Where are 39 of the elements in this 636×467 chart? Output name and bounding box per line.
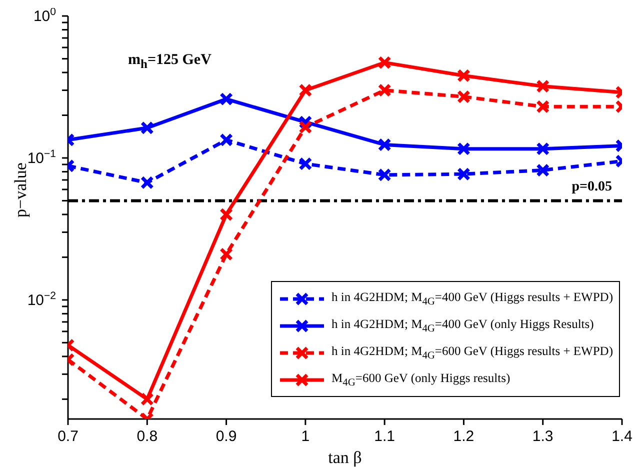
x-tick-label: 1.4 — [612, 428, 632, 445]
legend-label: h in 4G2HDM; M$_{4G}$=400 GeV (Higgs results + EWPD) — [332, 290, 613, 308]
point — [378, 56, 392, 70]
point — [140, 176, 154, 190]
point — [456, 142, 470, 156]
x-tick-label: 1.1 — [374, 428, 395, 445]
x-tick-label: 0.8 — [136, 428, 158, 445]
legend-label: M$_{4G}$=600 GeV (only Higgs results) — [332, 370, 510, 388]
point — [456, 167, 470, 181]
point — [536, 100, 550, 114]
annotation: m$_{h}$=125 GeV — [128, 52, 212, 72]
point — [456, 68, 470, 82]
point — [298, 83, 312, 97]
point — [536, 163, 550, 177]
point — [220, 208, 234, 222]
point — [456, 90, 470, 104]
point — [378, 138, 392, 152]
point — [298, 157, 312, 171]
x-tick-label: 0.7 — [58, 428, 78, 445]
point — [378, 168, 392, 182]
point — [140, 392, 154, 406]
x-tick-label: 1 — [301, 428, 310, 445]
point — [378, 83, 392, 97]
y-tick-label: 10$^{0}$ — [33, 6, 56, 25]
legend-label: h in 4G2HDM; M$_{4G}$=600 GeV (Higgs results + EWPD) — [332, 344, 613, 362]
ref-line-label: p=0.05 — [572, 180, 612, 195]
point — [536, 80, 550, 94]
point — [536, 142, 550, 156]
x-tick-label: 1.2 — [453, 428, 474, 445]
point — [220, 92, 234, 106]
legend-label: h in 4G2HDM; M$_{4G}$=400 GeV (only Higgs Results) — [332, 316, 594, 334]
y-tick-label: 10$^{−2}$ — [27, 290, 56, 309]
point — [220, 133, 234, 147]
x-tick-label: 1.3 — [532, 428, 554, 445]
point — [220, 247, 234, 261]
x-tick-label: 0.9 — [216, 428, 237, 445]
point — [140, 121, 154, 135]
x-axis-title: tan β — [328, 448, 362, 467]
point — [298, 120, 312, 134]
